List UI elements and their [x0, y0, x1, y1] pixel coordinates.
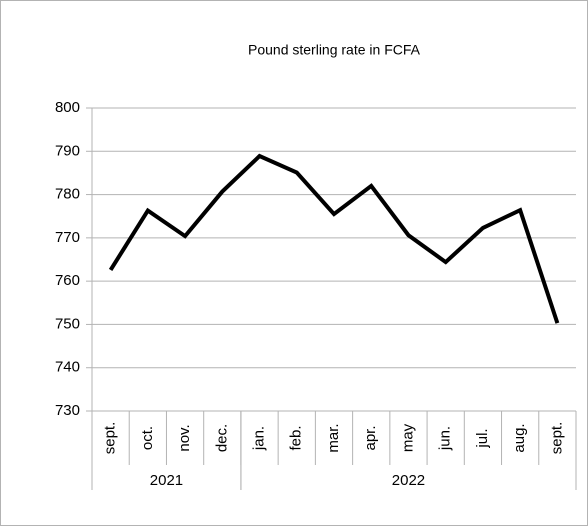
- x-tick-label: may: [399, 423, 416, 452]
- x-tick-label: mar.: [325, 423, 342, 452]
- group-label: 2022: [392, 472, 425, 489]
- x-tick-label: sept.: [102, 422, 119, 455]
- x-tick-label: dec.: [213, 424, 230, 452]
- x-tick-label: sept.: [548, 422, 565, 455]
- y-tick-label: 730: [55, 402, 80, 419]
- y-tick-label: 780: [55, 186, 80, 203]
- y-tick-label: 740: [55, 359, 80, 376]
- line: [108, 153, 560, 324]
- y-tick-label: 770: [55, 229, 80, 246]
- y-tick-label: 760: [55, 272, 80, 289]
- x-tick-label: jul.: [474, 428, 491, 448]
- chart-title: Pound sterling rate in FCFA: [248, 42, 421, 58]
- y-tick-label: 750: [55, 315, 80, 332]
- group-label: 2021: [150, 472, 183, 489]
- y-tick-label: 790: [55, 142, 80, 159]
- x-tick-label: jun.: [437, 426, 454, 451]
- y-tick-label: 800: [55, 99, 80, 116]
- x-tick-label: apr.: [362, 425, 379, 450]
- x-tick-label: nov.: [176, 424, 193, 451]
- x-tick-label: aug.: [511, 423, 528, 452]
- x-tick-label: oct.: [139, 426, 156, 450]
- x-tick-label: feb.: [288, 425, 305, 450]
- x-tick-label: jan.: [251, 426, 268, 451]
